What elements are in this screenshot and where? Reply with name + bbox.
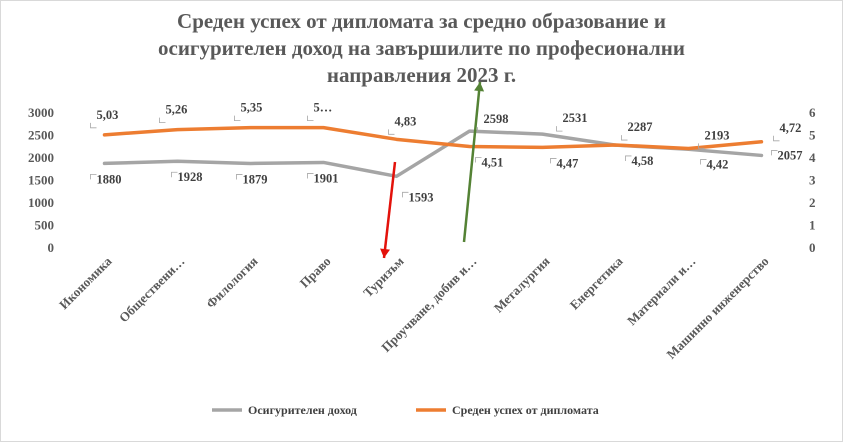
chart-title-line-3: направления 2023 г. [326,63,517,87]
y-right-tick-label: 3 [809,173,816,188]
legend-label-income: Осигурителен доход [248,403,357,417]
income-label-leader [236,174,243,180]
income-label-leader [477,127,484,133]
chart-title-line-1: Среден успех от дипломата за средно обра… [177,9,666,33]
x-tick-label: Икономика [56,253,115,312]
income-data-label: 2287 [628,120,653,134]
y-right-tick-label: 1 [809,218,816,233]
y-right-tick-label: 2 [809,195,816,210]
income-label-leader [402,191,409,198]
y-left-tick-label: 500 [35,218,55,233]
y-left-tick-label: 1500 [28,173,54,188]
income-label-leader [556,126,563,132]
gpa-label-leader [475,157,482,163]
gpa-label-leader [700,159,707,165]
y-left-tick-label: 3000 [28,105,54,120]
y-right-tick-label: 5 [809,128,816,143]
gpa-data-label: 5,26 [166,103,188,117]
income-label-leader [307,173,314,179]
gpa-data-label: 4,83 [395,114,417,128]
gpa-label-leader [388,129,395,135]
income-label-leader [171,171,178,178]
series-line-gpa [102,125,764,151]
income-data-label: 1593 [409,190,434,204]
gpa-label-leader [550,158,557,164]
chart-title: Среден успех от дипломата за средно обра… [60,8,783,89]
x-tick-label: Материали и… [624,254,699,329]
gpa-label-leader [307,115,314,122]
legend-label-gpa: Среден успех от дипломата [452,403,599,417]
income-label-leader [90,173,97,180]
gpa-label-leader [159,117,166,124]
income-data-label: 2057 [778,148,803,162]
x-tick-label: Туризъм [360,253,407,300]
arrow-down-shaft [382,161,397,259]
income-label-leader [698,143,705,149]
gpa-data-label: 4,42 [707,158,729,172]
income-label-leader [621,135,628,141]
x-tick-label: Металургия [491,254,553,316]
y-left-tick-label: 2000 [28,150,54,165]
series-line-income [102,129,764,179]
y-left-tick-label: 0 [48,240,55,255]
x-tick-label: Право [297,254,334,291]
y-left-tick-label: 2500 [28,128,54,143]
chart-title-line-2: осигурителен доход на завършилите по про… [158,36,685,60]
x-tick-label: Филология [203,254,261,312]
gpa-data-label: 4,51 [482,156,504,170]
gpa-label-leader [90,122,97,129]
income-data-label: 1901 [314,171,339,185]
y-left-tick-label: 1000 [28,195,54,210]
income-label-leader [771,150,778,156]
gpa-label-leader [234,115,241,122]
gpa-data-label: 5,03 [97,108,119,122]
arrow-up-head [474,82,485,92]
y-right-tick-label: 4 [809,150,816,165]
income-data-label: 2598 [484,112,509,126]
income-data-label: 2193 [705,128,730,142]
income-data-label: 1880 [97,172,122,186]
arrow-down-head [380,248,390,258]
gpa-data-label: 4,58 [632,154,654,168]
y-right-tick-label: 6 [809,105,816,120]
gpa-label-leader [625,155,632,161]
income-data-label: 1879 [243,172,268,186]
y-right-tick-label: 0 [809,240,816,255]
gpa-data-label: 5… [314,101,333,115]
gpa-label-leader [773,135,780,142]
x-tick-label: Енергетика [567,253,626,312]
income-data-label: 1928 [178,170,203,184]
arrow-up-shaft [462,81,482,243]
gpa-data-label: 5,35 [241,101,263,115]
x-tick-label: Обществени… [116,254,188,326]
gpa-data-label: 4,47 [557,156,579,170]
income-data-label: 2531 [563,111,588,125]
gpa-data-label: 4,72 [780,121,802,135]
